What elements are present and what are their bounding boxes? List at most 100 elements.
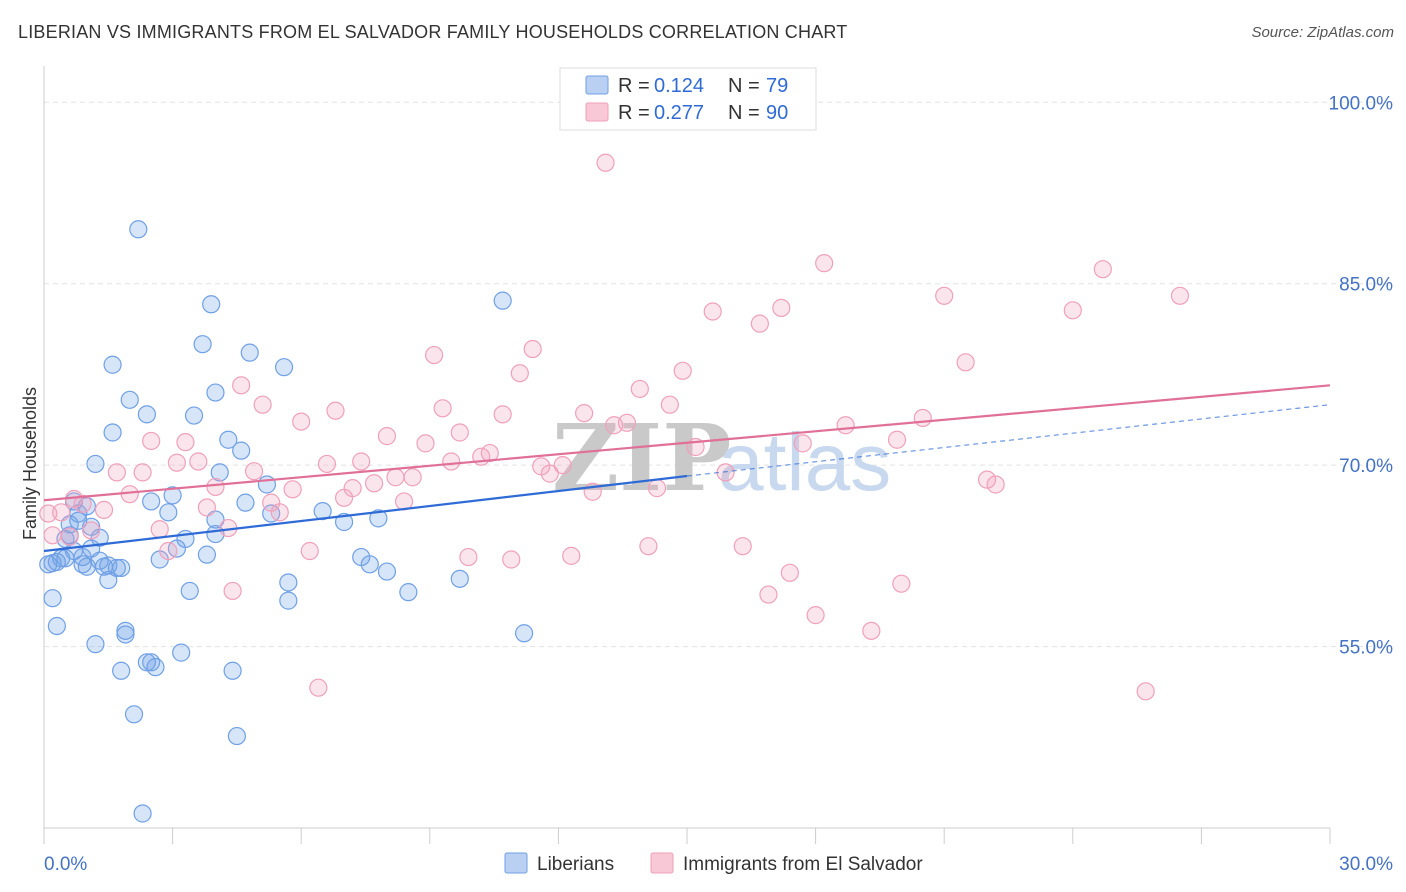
point-el-salvador <box>493 405 512 424</box>
point-el-salvador <box>232 376 251 395</box>
point-el-salvador <box>283 480 302 499</box>
y-tick-label: 55.0% <box>1339 638 1393 659</box>
point-el-salvador <box>94 500 114 519</box>
point-liberians <box>193 335 212 354</box>
legend-r-label-1: R = <box>618 75 650 97</box>
point-el-salvador <box>630 379 649 399</box>
point-liberians <box>137 405 156 424</box>
point-el-salvador <box>575 404 594 423</box>
point-el-salvador <box>223 581 242 601</box>
point-el-salvador <box>352 452 371 471</box>
point-liberians <box>116 625 135 644</box>
point-liberians <box>142 492 161 511</box>
point-liberians <box>43 589 62 608</box>
legend-bottom-label-el-salvador: Immigrants from El Salvador <box>683 854 923 875</box>
point-liberians <box>515 624 534 643</box>
x-tick-labels: 0.0% 30.0% <box>44 854 1393 875</box>
point-liberians <box>206 383 225 402</box>
point-el-salvador <box>913 408 932 428</box>
point-el-salvador <box>836 416 855 435</box>
legend-r-label-2: R = <box>618 102 650 124</box>
point-el-salvador <box>956 353 975 372</box>
point-el-salvador <box>416 434 435 453</box>
point-el-salvador <box>244 462 264 481</box>
point-el-salvador <box>935 286 954 305</box>
point-liberians <box>257 475 277 494</box>
point-el-salvador <box>253 395 272 414</box>
point-el-salvador <box>617 413 637 432</box>
point-el-salvador <box>887 430 907 449</box>
point-el-salvador <box>733 537 752 556</box>
legend-bottom-swatch-el-salvador <box>650 852 674 874</box>
point-el-salvador <box>270 503 289 522</box>
point-liberians <box>146 658 165 677</box>
point-el-salvador <box>403 468 422 487</box>
point-liberians <box>450 569 469 588</box>
point-el-salvador <box>142 431 161 451</box>
point-liberians <box>124 705 144 724</box>
point-liberians <box>103 355 122 374</box>
point-el-salvador <box>206 477 225 497</box>
legend-n-value-1: 79 <box>766 75 788 97</box>
legend-swatch-liberians <box>585 75 609 95</box>
point-el-salvador <box>309 678 328 697</box>
legend-n-value-2: 90 <box>766 102 788 124</box>
point-el-salvador <box>73 494 92 513</box>
legend-swatch-el-salvador <box>585 102 609 122</box>
point-el-salvador <box>480 443 499 463</box>
point-el-salvador <box>759 585 778 604</box>
point-el-salvador <box>442 452 461 471</box>
chart-title: LIBERIAN VS IMMIGRANTS FROM EL SALVADOR … <box>18 22 848 42</box>
point-el-salvador <box>433 399 452 418</box>
legend-bottom: Liberians Immigrants from El Salvador <box>504 852 923 875</box>
point-liberians <box>377 562 397 581</box>
trend-lines <box>43 384 1331 553</box>
point-el-salvador <box>793 434 812 453</box>
point-el-salvador <box>343 479 362 498</box>
watermark-zip: ZIP <box>552 404 731 512</box>
point-liberians <box>172 643 191 662</box>
point-el-salvador <box>167 453 186 472</box>
point-liberians <box>279 573 298 592</box>
point-liberians <box>129 220 148 239</box>
point-el-salvador <box>82 521 101 540</box>
point-liberians <box>163 486 182 505</box>
point-el-salvador <box>386 468 405 487</box>
point-el-salvador <box>39 504 58 523</box>
chart-source: Source: ZipAtlas.com <box>1251 24 1394 41</box>
point-liberians <box>274 358 294 377</box>
point-el-salvador <box>673 361 692 380</box>
legend-r-value-2: 0.277 <box>654 102 704 124</box>
point-el-salvador <box>189 452 208 471</box>
point-liberians <box>120 390 139 409</box>
point-el-salvador <box>647 479 667 498</box>
point-liberians <box>112 661 131 680</box>
x-tick-label: 30.0% <box>1339 854 1393 875</box>
point-el-salvador <box>459 547 478 567</box>
trendline-liberians <box>43 474 688 553</box>
point-el-salvador <box>1136 682 1155 701</box>
point-liberians <box>107 558 126 578</box>
point-liberians <box>197 545 216 564</box>
point-liberians <box>369 509 388 528</box>
point-el-salvador <box>502 550 521 569</box>
point-el-salvador <box>60 527 79 546</box>
point-liberians <box>159 503 178 522</box>
point-el-salvador <box>300 541 319 561</box>
point-el-salvador <box>326 401 345 420</box>
legend-r-value-1: 0.124 <box>654 75 704 97</box>
point-liberians <box>223 661 242 680</box>
point-el-salvador <box>815 254 834 273</box>
legend-n-label-2: N = <box>728 102 760 124</box>
point-el-salvador <box>750 314 769 333</box>
point-liberians <box>360 555 379 574</box>
point-el-salvador <box>133 463 152 482</box>
point-liberians <box>56 549 75 568</box>
point-liberians <box>399 583 418 602</box>
point-el-salvador <box>43 526 62 545</box>
point-el-salvador <box>660 395 679 414</box>
point-el-salvador <box>176 433 195 452</box>
grid-lines <box>44 101 1394 648</box>
point-liberians <box>279 591 298 610</box>
